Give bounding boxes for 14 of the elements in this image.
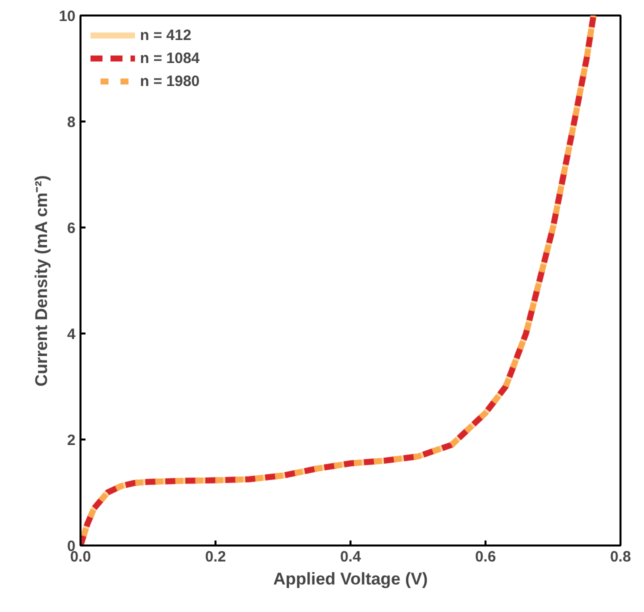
y-tick-label: 8 [67, 114, 76, 131]
x-tick-label: 0.6 [475, 548, 496, 566]
x-axis-title: Applied Voltage (V) [273, 570, 428, 588]
y-tick-label: 10 [58, 8, 76, 25]
x-tick-label: 0.4 [340, 548, 362, 566]
y-tick-label: 6 [67, 220, 76, 237]
legend-label: n = 1980 [140, 72, 200, 90]
legend-label: n = 1084 [140, 50, 200, 66]
x-tick-label: 0.2 [205, 548, 226, 566]
y-tick-label: 4 [67, 326, 76, 343]
y-tick-label: 2 [67, 432, 76, 449]
legend-label: n = 412 [140, 26, 192, 44]
y-axis-title: Current Density (mA cm⁻²) [32, 175, 51, 386]
x-tick-label: 0.8 [610, 548, 631, 566]
